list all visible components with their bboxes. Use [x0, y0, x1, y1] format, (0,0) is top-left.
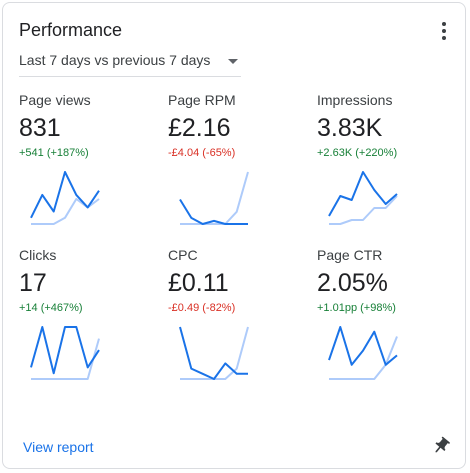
sparkline-current: [30, 171, 100, 219]
metric-value: 2.05%: [317, 269, 388, 297]
sparkline-current: [179, 326, 248, 380]
sparkline-previous: [31, 198, 100, 225]
metric-change: -£0.49 (-82%): [168, 302, 236, 314]
sparkline: [30, 326, 100, 380]
sparkline: [179, 171, 249, 225]
card-title: Performance: [19, 20, 123, 40]
metric-change: +541 (+187%): [19, 147, 89, 159]
metric-value: £2.16: [168, 114, 231, 142]
sparkline-previous: [180, 171, 249, 225]
metric-change: +1.01pp (+98%): [317, 302, 396, 314]
arrow-drop-down-icon: [228, 59, 238, 64]
metric-change: +2.63K (+220%): [317, 147, 398, 159]
metric-change: -£4.04 (-65%): [168, 147, 236, 159]
metric-page-ctr: Page CTR 2.05% +1.01pp (+98%): [317, 247, 457, 397]
sparkline-previous: [329, 195, 398, 225]
metric-label: Clicks: [19, 247, 57, 263]
sparkline: [179, 326, 249, 380]
view-report-link[interactable]: View report: [23, 439, 94, 455]
metric-label: CPC: [168, 247, 198, 263]
sparkline-current: [179, 198, 248, 225]
metric-change: +14 (+467%): [19, 302, 83, 314]
metric-value: 3.83K: [317, 114, 383, 142]
sparkline-current: [328, 171, 398, 217]
metric-page-views: Page views 831 +541 (+187%): [19, 92, 159, 242]
metric-label: Impressions: [317, 92, 393, 108]
sparkline-previous: [180, 326, 249, 380]
sparkline-current: [328, 326, 398, 366]
sparkline-previous: [329, 336, 398, 380]
metric-value: 831: [19, 114, 61, 142]
period-dropdown[interactable]: Last 7 days vs previous 7 days: [19, 50, 241, 77]
period-label: Last 7 days vs previous 7 days: [19, 52, 211, 68]
metric-value: £0.11: [168, 269, 229, 297]
sparkline: [328, 171, 398, 225]
more-vert-icon[interactable]: [441, 22, 447, 40]
pin-icon[interactable]: [431, 436, 451, 456]
metric-page-rpm: Page RPM £2.16 -£4.04 (-65%): [168, 92, 308, 242]
sparkline-previous: [31, 338, 100, 380]
metric-clicks: Clicks 17 +14 (+467%): [19, 247, 159, 397]
metric-impressions: Impressions 3.83K +2.63K (+220%): [317, 92, 457, 242]
sparkline: [328, 326, 398, 380]
metric-label: Page CTR: [317, 247, 383, 263]
metric-label: Page RPM: [168, 92, 236, 108]
metric-value: 17: [19, 269, 47, 297]
sparkline-current: [30, 326, 100, 375]
performance-card: Performance Last 7 days vs previous 7 da…: [2, 2, 466, 469]
sparkline: [30, 171, 100, 225]
metric-label: Page views: [19, 92, 91, 108]
metric-cpc: CPC £0.11 -£0.49 (-82%): [168, 247, 308, 397]
